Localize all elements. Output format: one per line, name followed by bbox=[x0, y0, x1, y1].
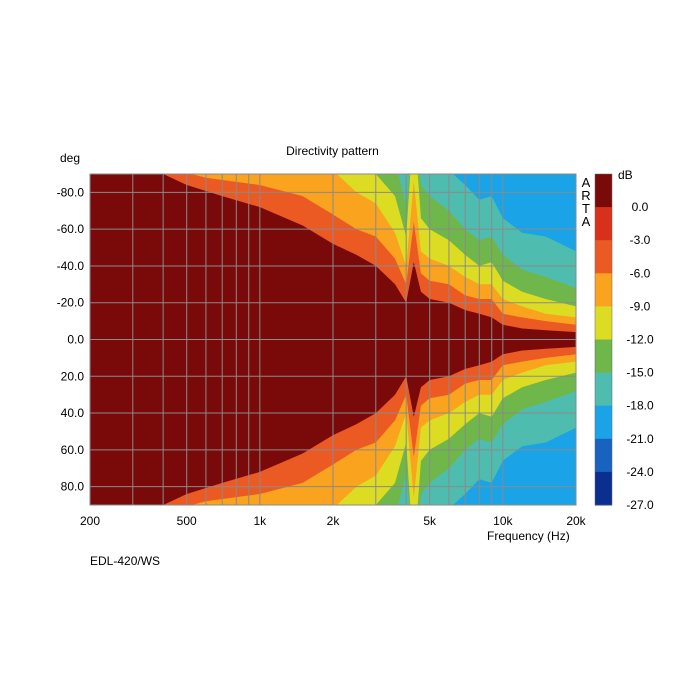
x-tick-label: 200 bbox=[80, 514, 100, 528]
arta-letter: A bbox=[581, 175, 591, 190]
colorbar-label: -27.0 bbox=[626, 498, 654, 512]
colorbar-swatch bbox=[595, 207, 612, 241]
chart-title: Directivity pattern bbox=[286, 144, 379, 158]
colorbar-label: 0.0 bbox=[632, 200, 649, 214]
colorbar-label: -6.0 bbox=[630, 266, 651, 280]
colorbar-swatch bbox=[595, 306, 612, 340]
colorbar-label: -24.0 bbox=[626, 465, 654, 479]
colorbar-swatch bbox=[595, 372, 612, 407]
colorbar-label: -12.0 bbox=[626, 333, 654, 347]
y-tick-label: -60.0 bbox=[57, 222, 85, 236]
x-tick-label: 10k bbox=[493, 514, 513, 528]
colorbar-swatch bbox=[595, 339, 612, 374]
y-tick-label: 60.0 bbox=[61, 443, 85, 457]
colorbar-swatch bbox=[595, 240, 612, 274]
colorbar-swatch bbox=[595, 471, 612, 506]
colorbar-swatch bbox=[595, 174, 612, 208]
y-tick-label: -20.0 bbox=[57, 296, 85, 310]
model-label: EDL-420/WS bbox=[90, 554, 161, 568]
y-tick-label: -80.0 bbox=[57, 185, 85, 199]
colorbar-label: -18.0 bbox=[626, 399, 654, 413]
x-tick-label: 5k bbox=[423, 514, 437, 528]
colorbar-label: -15.0 bbox=[626, 366, 654, 380]
colorbar-unit: dB bbox=[618, 168, 633, 182]
y-tick-label: 20.0 bbox=[61, 369, 85, 383]
grid-lines bbox=[89, 174, 577, 505]
x-tick-label: 1k bbox=[254, 514, 268, 528]
arta-letter: T bbox=[582, 201, 590, 216]
colorbar-swatch bbox=[595, 438, 612, 473]
colorbar-label: -3.0 bbox=[630, 233, 651, 247]
colorbar-label: -21.0 bbox=[626, 432, 654, 446]
colorbar-swatch bbox=[595, 273, 612, 307]
y-tick-label: 40.0 bbox=[61, 406, 85, 420]
colorbar-frame bbox=[594, 173, 613, 506]
arta-letter: A bbox=[581, 214, 591, 229]
plot-frame bbox=[89, 173, 577, 506]
x-tick-label: 500 bbox=[177, 514, 197, 528]
x-tick-label: 20k bbox=[566, 514, 586, 528]
y-tick-label: 80.0 bbox=[61, 480, 85, 494]
colorbar-swatch bbox=[595, 405, 612, 440]
x-axis-title: Frequency (Hz) bbox=[487, 529, 570, 543]
x-tick-label: 2k bbox=[327, 514, 341, 528]
y-tick-label: 0.0 bbox=[67, 333, 84, 347]
y-tick-label: -40.0 bbox=[57, 259, 85, 273]
arta-letter: R bbox=[581, 188, 591, 203]
y-axis-unit: deg bbox=[60, 151, 81, 165]
colorbar-label: -9.0 bbox=[630, 299, 651, 313]
